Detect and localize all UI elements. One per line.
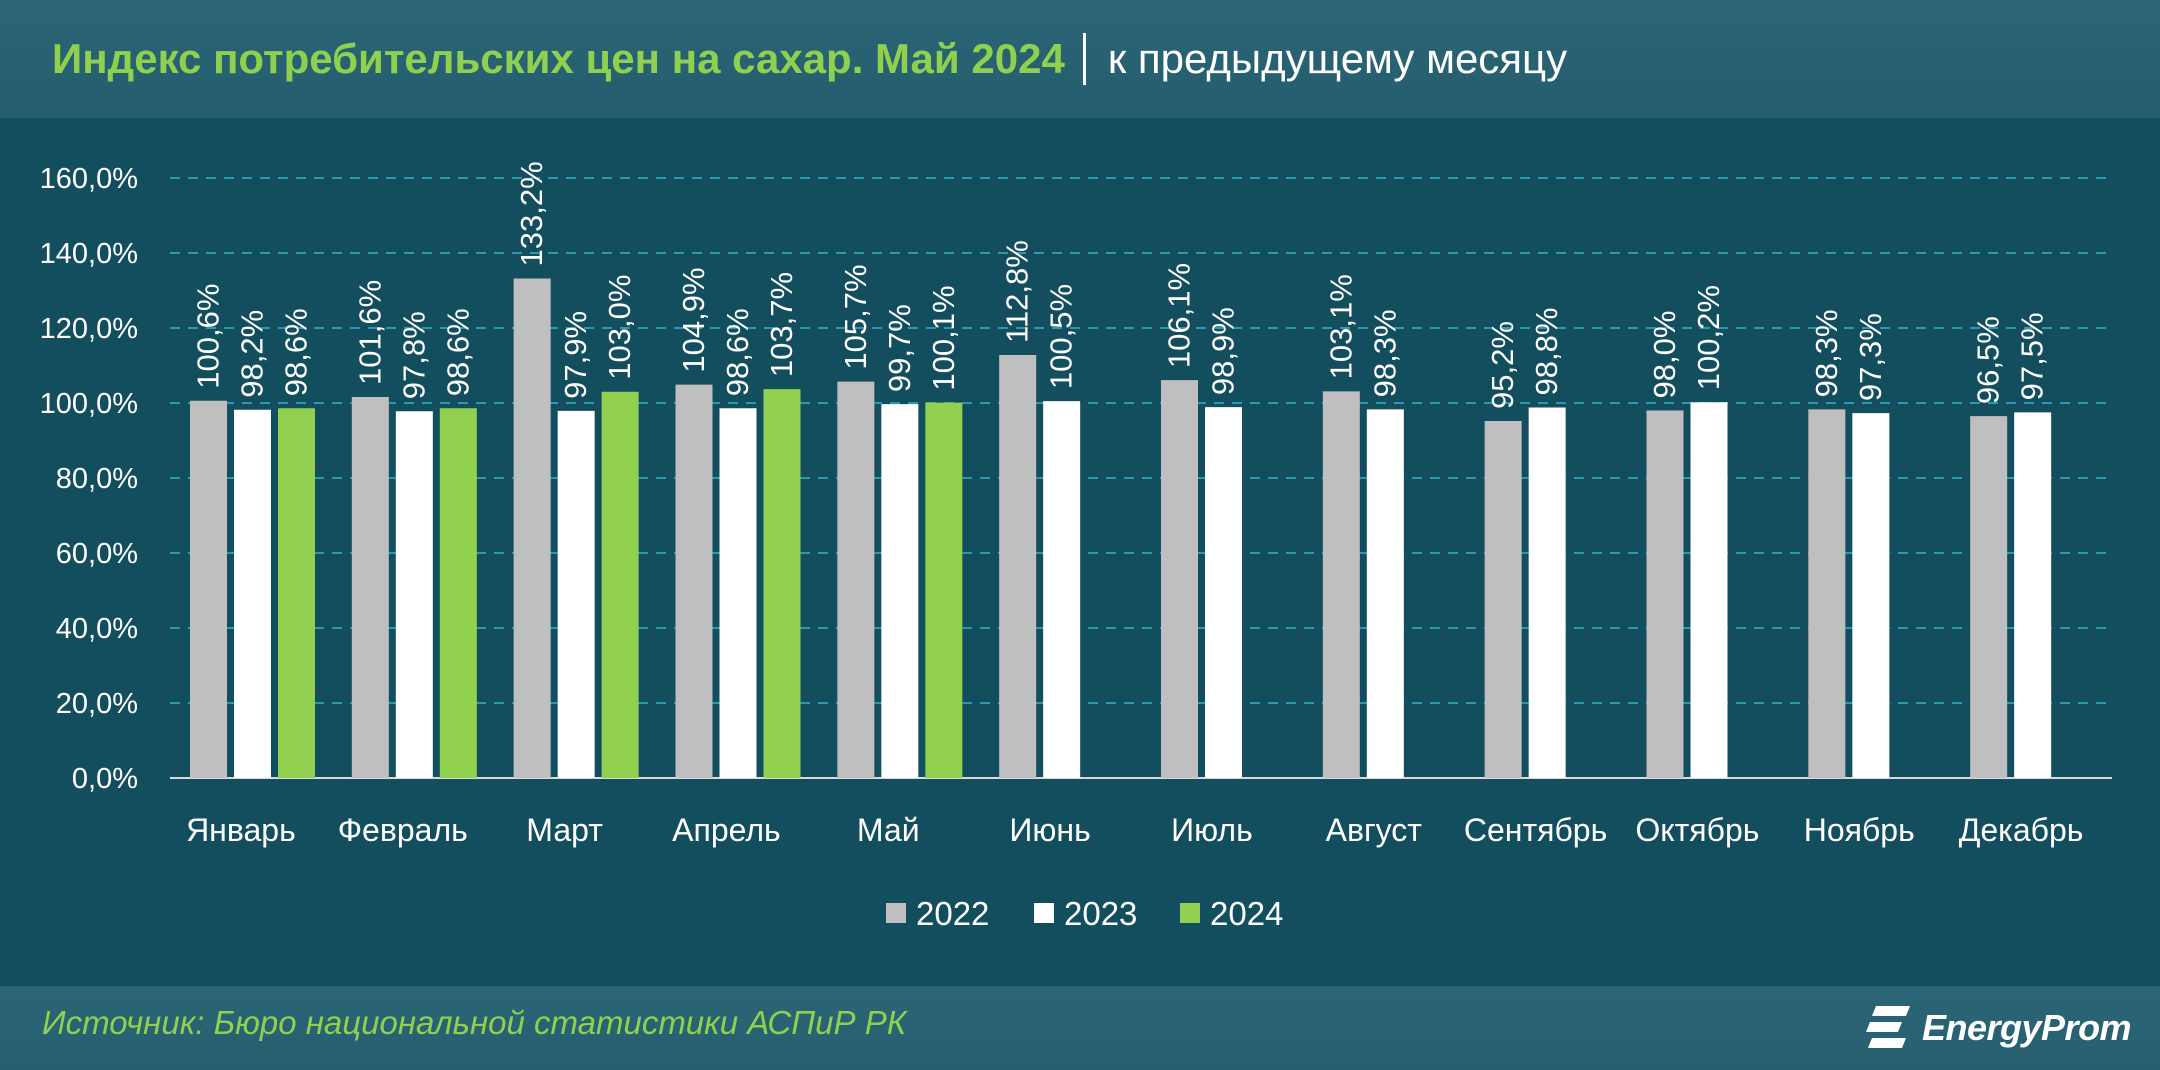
- data-label: 98,2%: [235, 310, 270, 398]
- data-label: 95,2%: [1485, 321, 1520, 409]
- bar-2024: [601, 391, 639, 778]
- y-tick-label: 140,0%: [40, 238, 138, 270]
- bar-2023: [395, 411, 433, 778]
- chart-area: 0,0% 20,0% 40,0% 60,0% 80,0% 100,0% 120,0% 140,…: [0, 118, 2160, 986]
- bar-2023: [1852, 413, 1890, 778]
- data-label: 103,0%: [602, 275, 637, 380]
- footer-band: Источник: Бюро национальной статистики А…: [0, 986, 2160, 1070]
- x-tick-label: Июнь: [1009, 812, 1090, 848]
- bar-2022: [1484, 421, 1522, 778]
- x-tick-label: Декабрь: [1959, 812, 2084, 848]
- bar-2024: [763, 389, 801, 778]
- bar-2024: [278, 408, 315, 778]
- legend-swatch-2022: [886, 903, 906, 923]
- legend-label: 2023: [1064, 895, 1137, 932]
- energyprom-logo: EnergyProm: [1862, 1000, 2132, 1056]
- x-tick-label: Август: [1326, 812, 1423, 848]
- energyprom-logo-icon: [1866, 1006, 1910, 1048]
- y-tick-label: 60,0%: [56, 538, 138, 570]
- data-label: 97,3%: [1853, 313, 1888, 401]
- bar-2022: [1646, 410, 1684, 778]
- chart-title: Индекс потребительских цен на сахар. Май…: [52, 35, 1065, 82]
- y-tick-label: 80,0%: [56, 463, 138, 495]
- chart-header: Индекс потребительских цен на сахар. Май…: [0, 0, 2160, 118]
- bar-2022: [1161, 380, 1198, 778]
- source-note: Источник: Бюро национальной статистики А…: [42, 1004, 907, 1041]
- bar-2023: [719, 408, 757, 778]
- bar-chart: 0,0% 20,0% 40,0% 60,0% 80,0% 100,0% 120,0% 140,…: [40, 161, 2112, 932]
- data-label: 105,7%: [838, 264, 873, 369]
- bar-2023: [1043, 401, 1081, 778]
- data-label: 98,9%: [1206, 307, 1241, 395]
- bar-2022: [837, 381, 875, 778]
- x-tick-label: Январь: [186, 812, 296, 848]
- bar-2022: [1970, 416, 2008, 778]
- data-label: 112,8%: [1000, 240, 1035, 343]
- x-tick-label: Ноябрь: [1804, 812, 1915, 848]
- bar-2023: [1528, 407, 1566, 778]
- bar-2023: [2014, 412, 2052, 778]
- x-tick-label: Февраль: [338, 812, 468, 848]
- bar-2022: [675, 384, 713, 778]
- bar-2022: [999, 355, 1037, 778]
- data-label: 133,2%: [514, 161, 549, 266]
- bar-2023: [234, 409, 271, 778]
- legend-swatch-2024: [1180, 903, 1200, 923]
- bar-2023: [1366, 409, 1404, 778]
- bar-2022: [513, 278, 551, 778]
- legend-label: 2022: [916, 895, 989, 932]
- data-label: 106,1%: [1162, 263, 1197, 368]
- data-label: 103,7%: [764, 272, 799, 377]
- bar-2023: [1205, 407, 1242, 778]
- y-tick-label: 120,0%: [40, 313, 138, 345]
- x-tick-label: Октябрь: [1635, 812, 1759, 848]
- x-tick-label: Июль: [1171, 812, 1253, 848]
- y-tick-label: 100,0%: [40, 388, 138, 420]
- data-label: 100,1%: [926, 285, 961, 390]
- data-label: 98,3%: [1367, 309, 1402, 397]
- bar-2024: [925, 402, 963, 778]
- y-tick-label: 160,0%: [40, 163, 138, 195]
- x-tick-label: Апрель: [672, 812, 781, 848]
- bar-2023: [557, 410, 595, 778]
- y-tick-label: 20,0%: [56, 688, 138, 720]
- title-divider: [1082, 33, 1086, 85]
- bar-2022: [1322, 391, 1360, 778]
- chart-subtitle: к предыдущему месяцу: [1107, 35, 1568, 82]
- bar-2024: [439, 408, 477, 778]
- x-tick-label: Март: [526, 812, 603, 848]
- data-label: 98,6%: [279, 308, 314, 396]
- data-label: 101,6%: [352, 280, 387, 385]
- data-label: 97,9%: [558, 311, 593, 399]
- bar-2023: [881, 404, 919, 778]
- data-label: 99,7%: [882, 304, 917, 392]
- data-label: 98,3%: [1809, 309, 1844, 397]
- data-label: 104,9%: [676, 267, 711, 372]
- data-label: 96,5%: [1971, 316, 2006, 404]
- legend-swatch-2023: [1034, 903, 1054, 923]
- bar-2022: [1808, 409, 1846, 778]
- x-tick-label: Май: [857, 812, 920, 848]
- data-label: 98,6%: [440, 308, 475, 396]
- data-label: 100,2%: [1691, 285, 1726, 390]
- data-label: 98,6%: [720, 308, 755, 396]
- data-label: 100,5%: [1044, 284, 1079, 389]
- data-label: 103,1%: [1323, 274, 1358, 379]
- data-label: 100,6%: [191, 284, 226, 389]
- bar-2022: [190, 400, 227, 778]
- bar-2023: [1690, 402, 1728, 778]
- data-label: 98,0%: [1647, 311, 1682, 399]
- y-tick-label: 40,0%: [56, 613, 138, 645]
- data-label: 97,8%: [396, 311, 431, 399]
- legend-label: 2024: [1210, 895, 1283, 932]
- bar-2022: [351, 397, 389, 778]
- x-tick-label: Сентябрь: [1464, 812, 1607, 848]
- logo-text: EnergyProm: [1922, 1007, 2132, 1048]
- data-label: 97,5%: [2015, 312, 2050, 400]
- y-tick-label: 0,0%: [72, 763, 138, 795]
- data-label: 98,8%: [1529, 308, 1564, 396]
